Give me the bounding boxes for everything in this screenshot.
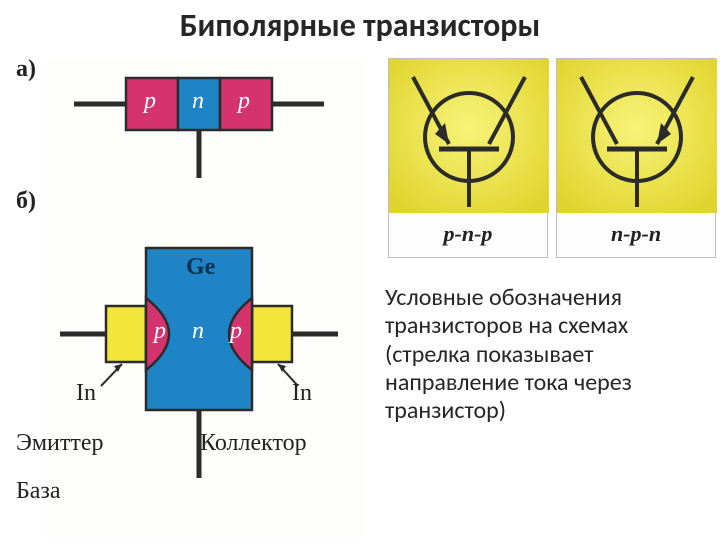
label-b-n: n [192, 318, 204, 345]
label-collector: Коллектор [200, 430, 307, 457]
symbol-npn-caption: n-p-n [557, 221, 715, 247]
label-in-right: In [292, 380, 312, 407]
description-text: Условные обозначения транзисторов на схе… [385, 284, 705, 426]
label-b-ge: Ge [186, 254, 215, 281]
label-b-marker: б) [16, 188, 36, 215]
left-figure: а) б) p n p Ge p n p In In Эмиттер Колле… [46, 58, 366, 538]
symbol-pnp-figure [389, 59, 547, 213]
label-a-p1: p [144, 88, 156, 115]
label-in-left: In [76, 380, 96, 407]
label-base: База [16, 478, 61, 505]
label-b-p1: p [154, 318, 166, 345]
label-b-p2: p [230, 318, 242, 345]
symbol-pnp-caption: p-n-p [389, 221, 547, 247]
label-emitter: Эмиттер [16, 430, 104, 457]
symbol-card-npn: n-p-n [556, 58, 716, 258]
symbol-npn-figure [557, 59, 715, 213]
symbol-card-pnp: p-n-p [388, 58, 548, 258]
label-a-n: n [192, 88, 204, 115]
label-a-p2: p [238, 88, 250, 115]
page-title: Биполярные транзисторы [0, 6, 720, 45]
label-a-marker: а) [16, 56, 36, 83]
left-diagram-svg [46, 58, 366, 538]
